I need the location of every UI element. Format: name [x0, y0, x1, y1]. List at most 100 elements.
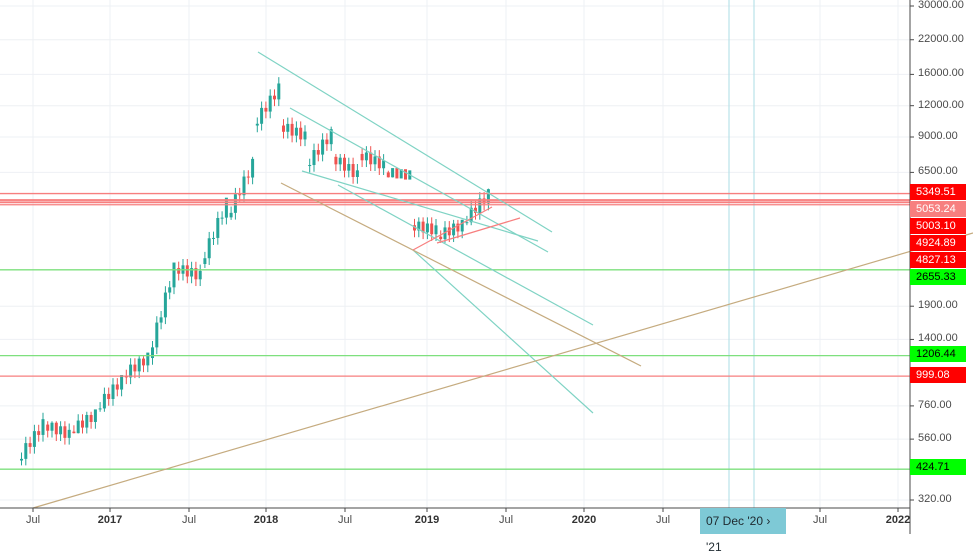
candle-up: [159, 317, 163, 323]
candle-down: [238, 194, 242, 196]
candle-down: [421, 221, 425, 233]
candle-down: [54, 422, 58, 435]
candle-up: [168, 287, 172, 293]
candle-up: [425, 223, 429, 233]
candle-up: [20, 458, 23, 461]
candle-up: [198, 270, 202, 280]
candle-up: [355, 170, 359, 177]
candle-down: [37, 431, 41, 435]
trend-line[interactable]: [337, 184, 594, 326]
candle-up: [465, 222, 469, 224]
candle-up: [98, 408, 102, 410]
time-tick-label: Jul: [25, 514, 41, 526]
price-level-label: 4924.89: [910, 235, 966, 251]
candle-up: [460, 219, 464, 232]
price-level-label: 999.08: [910, 367, 966, 383]
candle-down: [404, 169, 407, 180]
candle-down: [386, 172, 390, 178]
candle-up: [229, 212, 233, 218]
candle-down: [369, 152, 373, 165]
candle-up: [50, 422, 54, 431]
candle-down: [351, 164, 355, 177]
chart-canvas[interactable]: [0, 0, 973, 534]
time-tick-label: Jul: [655, 514, 671, 526]
candle-down: [343, 157, 346, 171]
candle-down: [439, 236, 443, 240]
candle-up: [220, 217, 224, 219]
candle-up: [478, 198, 482, 213]
candle-up: [224, 197, 228, 218]
candle-down: [474, 207, 477, 213]
candle-down: [72, 431, 76, 434]
trend-line[interactable]: [257, 51, 553, 233]
candle-up: [286, 123, 290, 132]
time-tick-label: Jul: [337, 514, 353, 526]
price-level-label: 4827.13: [910, 252, 966, 268]
candle-down: [456, 223, 460, 232]
candle-up: [347, 164, 351, 171]
candle-down: [430, 223, 434, 235]
candle-up: [260, 107, 264, 124]
candle-up: [469, 207, 473, 223]
candle-up: [24, 443, 28, 459]
candle-down: [377, 156, 381, 169]
candle-up: [373, 156, 377, 165]
candle-up: [321, 139, 325, 155]
candle-up: [203, 258, 207, 265]
trend-line[interactable]: [32, 232, 973, 509]
trend-line[interactable]: [412, 249, 594, 414]
time-tick-label: 2017: [97, 514, 123, 526]
candle-up: [129, 364, 133, 378]
candle-up: [151, 347, 154, 359]
trend-line[interactable]: [412, 206, 493, 251]
candle-up: [382, 160, 386, 169]
trend-line[interactable]: [301, 170, 539, 242]
price-tick-label: 320.00: [918, 493, 952, 505]
candle-up: [146, 352, 150, 366]
price-tick-label: 30000.00: [918, 0, 964, 11]
candle-up: [255, 123, 259, 126]
trend-line[interactable]: [436, 217, 521, 244]
trend-line[interactable]: [280, 182, 642, 367]
candle-down: [142, 358, 145, 366]
candle-down: [246, 176, 250, 178]
crosshair-date-label: 07 Dec '20 › '21: [700, 508, 786, 554]
candle-down: [107, 393, 111, 399]
candle-up: [303, 131, 307, 140]
candle-up: [59, 426, 63, 435]
price-level-label: 2655.33: [910, 269, 966, 285]
candle-down: [325, 139, 329, 145]
candle-down: [115, 384, 119, 390]
time-tick-label: Jul: [498, 514, 514, 526]
time-tick-label: 2020: [571, 514, 597, 526]
candle-up: [216, 217, 220, 238]
price-level-label: 5349.51: [910, 184, 966, 200]
candle-up: [207, 238, 211, 259]
time-tick-label: Jul: [181, 514, 197, 526]
candle-down: [28, 443, 32, 447]
candle-up: [294, 127, 298, 136]
candle-up: [233, 194, 237, 213]
price-tick-label: 1400.00: [918, 332, 958, 345]
price-level-label: 424.71: [910, 459, 966, 475]
candle-down: [63, 426, 67, 438]
candle-down: [133, 364, 137, 372]
trend-line[interactable]: [289, 107, 549, 253]
candle-down: [264, 107, 268, 112]
candle-up: [102, 393, 106, 409]
time-tick-label: 2018: [253, 514, 279, 526]
price-tick-label: 760.00: [918, 398, 952, 411]
candle-up: [277, 83, 281, 100]
candle-down: [177, 267, 181, 274]
candle-down: [395, 168, 399, 179]
candle-up: [67, 429, 71, 438]
candle-down: [46, 424, 50, 431]
price-level-label: 5003.10: [910, 218, 966, 234]
candle-up: [172, 262, 176, 288]
price-tick-label: 560.00: [918, 432, 952, 445]
candle-down: [81, 420, 84, 428]
candle-up: [399, 169, 403, 179]
candle-up: [434, 225, 438, 235]
candle-up: [32, 431, 36, 447]
